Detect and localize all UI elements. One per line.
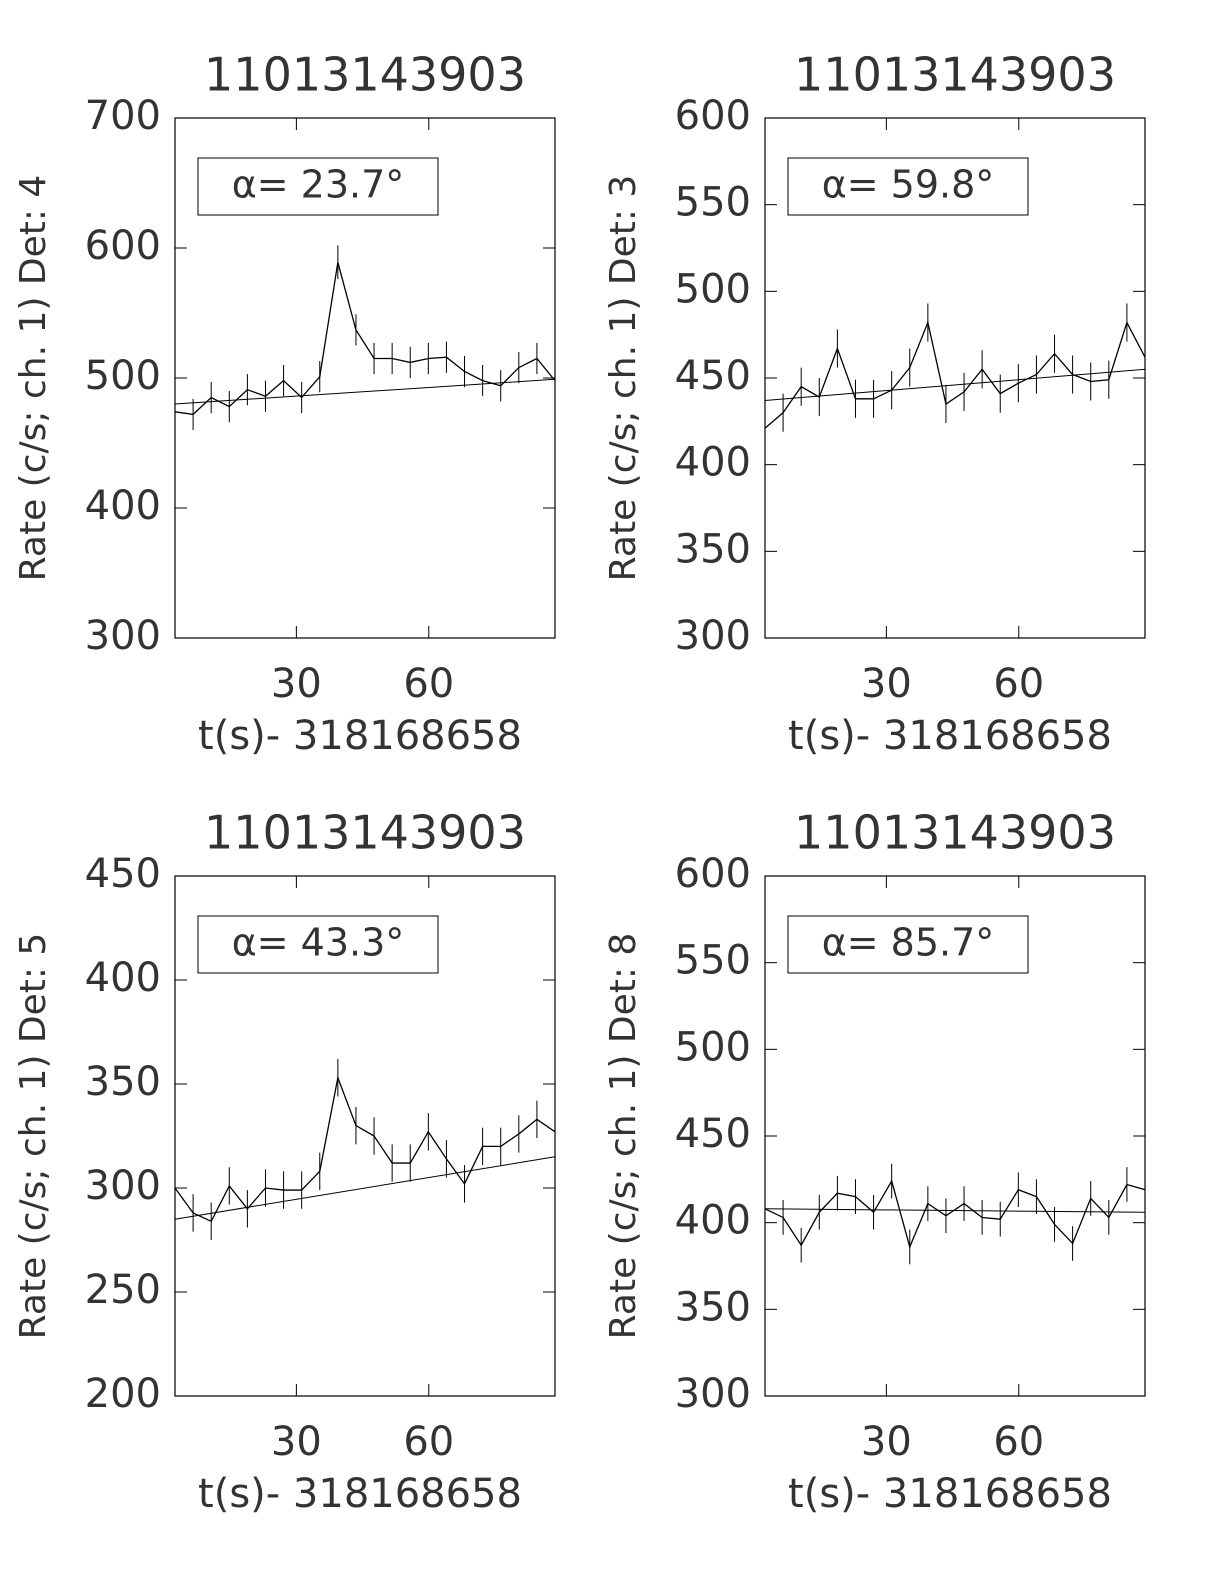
y-tick-label: 300 [85,613,161,659]
y-tick-label: 400 [675,1198,751,1244]
y-tick-label: 400 [85,955,161,1001]
x-tick-label: 60 [403,661,454,707]
y-tick-label: 500 [675,266,751,312]
y-axis-label: Rate (c/s; ch. 1) Det: 3 [603,175,644,582]
y-tick-label: 500 [85,353,161,399]
y-axis-label: Rate (c/s; ch. 1) Det: 5 [13,933,54,1340]
y-tick-label: 450 [85,851,161,897]
annotation: α= 59.8° [822,163,995,207]
y-tick-label: 350 [675,526,751,572]
y-tick-label: 200 [85,1371,161,1417]
y-tick-label: 450 [675,353,751,399]
y-tick-label: 300 [675,613,751,659]
y-tick-label: 400 [85,483,161,529]
fit-line [174,378,556,405]
x-tick-label: 30 [861,1419,912,1465]
fit-line [764,368,1146,402]
annotation: α= 85.7° [822,921,995,965]
chart-title: 11013143903 [794,48,1116,102]
annotation-box [197,157,439,216]
x-axis-label: t(s)- 318168658 [198,713,522,759]
y-axis-label: Rate (c/s; ch. 1) Det: 8 [603,933,644,1340]
fit-line [174,1156,556,1220]
fit-line [764,1208,1146,1213]
x-tick-label: 30 [271,661,322,707]
y-tick-label: 450 [675,1111,751,1157]
y-tick-label: 300 [85,1163,161,1209]
y-tick-label: 500 [675,1024,751,1070]
y-axis-label: Rate (c/s; ch. 1) Det: 4 [13,175,54,582]
annotation: α= 43.3° [232,921,405,965]
y-tick-label: 600 [675,93,751,139]
y-tick-label: 250 [85,1267,161,1313]
data-line [764,320,1146,429]
x-tick-label: 60 [403,1419,454,1465]
x-tick-label: 60 [993,1419,1044,1465]
y-tick-label: 350 [85,1059,161,1105]
annotation-box [787,915,1029,974]
x-axis-label: t(s)- 318168658 [788,1471,1112,1517]
annotation-box [197,915,439,974]
x-axis-label: t(s)- 318168658 [198,1471,522,1517]
x-tick-label: 60 [993,661,1044,707]
x-tick-label: 30 [861,661,912,707]
chart-title: 11013143903 [204,48,526,102]
y-tick-label: 600 [675,851,751,897]
y-tick-label: 700 [85,93,161,139]
y-tick-label: 350 [675,1284,751,1330]
data-line [764,1179,1146,1249]
y-tick-label: 400 [675,440,751,486]
x-tick-label: 30 [271,1419,322,1465]
data-line [174,1075,556,1223]
y-tick-label: 550 [675,938,751,984]
y-tick-label: 550 [675,180,751,226]
x-axis-label: t(s)- 318168658 [788,713,1112,759]
annotation-box [787,157,1029,216]
y-tick-label: 300 [675,1371,751,1417]
annotation: α= 23.7° [232,163,405,207]
chart-title: 11013143903 [794,806,1116,860]
y-tick-label: 600 [85,223,161,269]
chart-title: 11013143903 [204,806,526,860]
